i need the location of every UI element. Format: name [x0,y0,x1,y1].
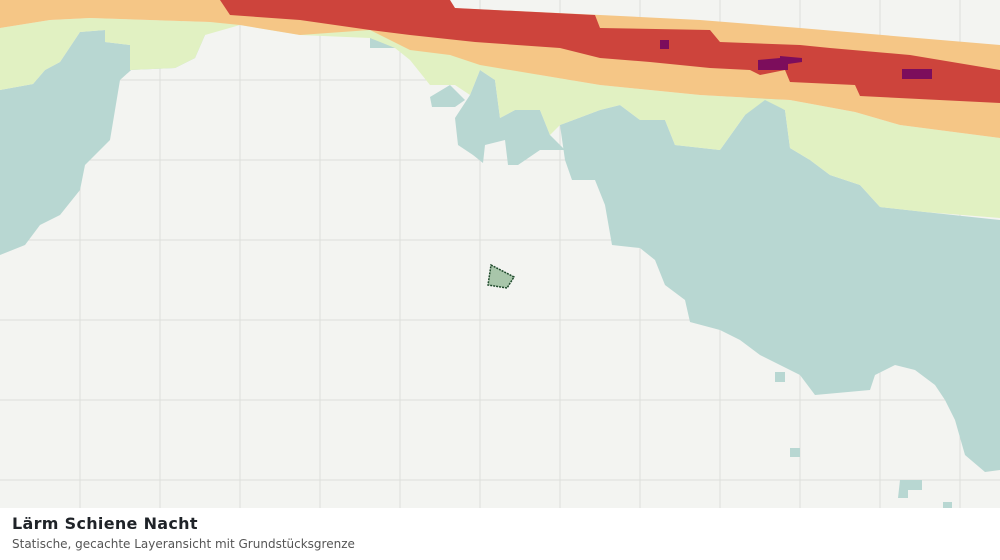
noise-zone-extreme [660,40,932,79]
noise-zone-very-high [220,0,1000,103]
map-view [0,0,1000,508]
map-subtitle: Statische, gecachte Layeransicht mit Gru… [12,537,355,551]
noise-zone-high [0,0,1000,138]
noise-zone-low [0,20,1000,508]
parcel-boundary [487,263,516,289]
map-title: Lärm Schiene Nacht [12,514,198,533]
caption: Lärm Schiene Nacht Statische, gecachte L… [0,508,1000,560]
